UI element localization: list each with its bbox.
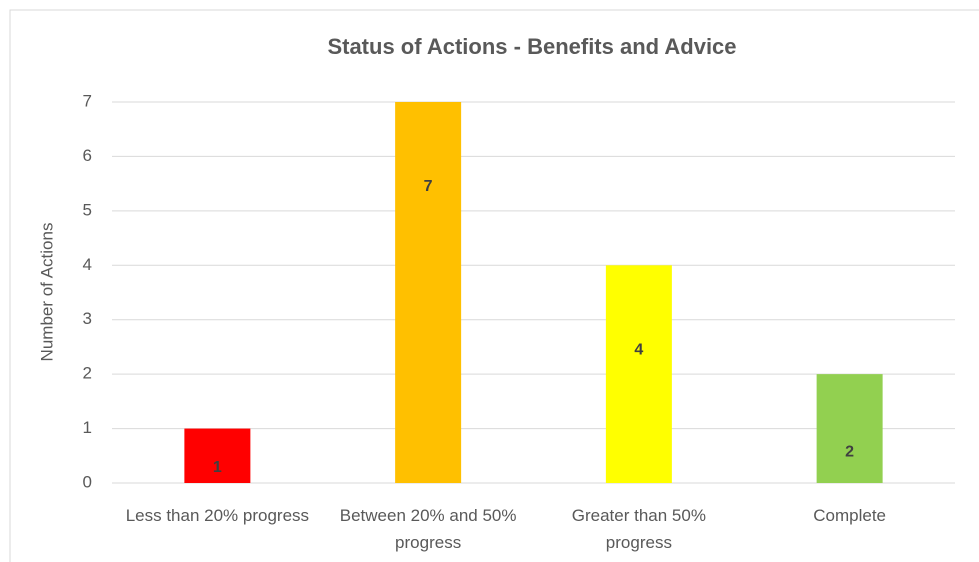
y-tick-label: 3 xyxy=(83,309,92,328)
data-label: 1 xyxy=(213,459,222,476)
x-tick-label: Between 20% and 50% progress xyxy=(339,506,517,552)
y-tick-label: 0 xyxy=(83,472,92,491)
x-tick-label: Complete xyxy=(813,506,886,525)
y-axis-label: Number of Actions xyxy=(37,223,56,362)
bar xyxy=(605,265,672,483)
data-label: 4 xyxy=(634,342,643,359)
y-tick-label: 7 xyxy=(83,91,92,110)
y-tick-label: 6 xyxy=(83,146,92,165)
chart-title: Status of Actions - Benefits and Advice xyxy=(327,34,736,59)
y-tick-label: 2 xyxy=(83,364,92,383)
y-tick-label: 5 xyxy=(83,200,92,219)
y-tick-label: 4 xyxy=(83,255,92,274)
bar xyxy=(816,374,883,483)
x-tick-label: Greater than 50% progress xyxy=(571,506,706,552)
data-label: 2 xyxy=(845,444,854,461)
bar xyxy=(395,102,462,483)
y-tick-label: 1 xyxy=(83,418,92,437)
x-tick-label: Less than 20% progress xyxy=(125,506,310,525)
bar xyxy=(184,428,251,483)
data-label: 7 xyxy=(424,178,433,195)
chart-frame xyxy=(9,9,979,562)
